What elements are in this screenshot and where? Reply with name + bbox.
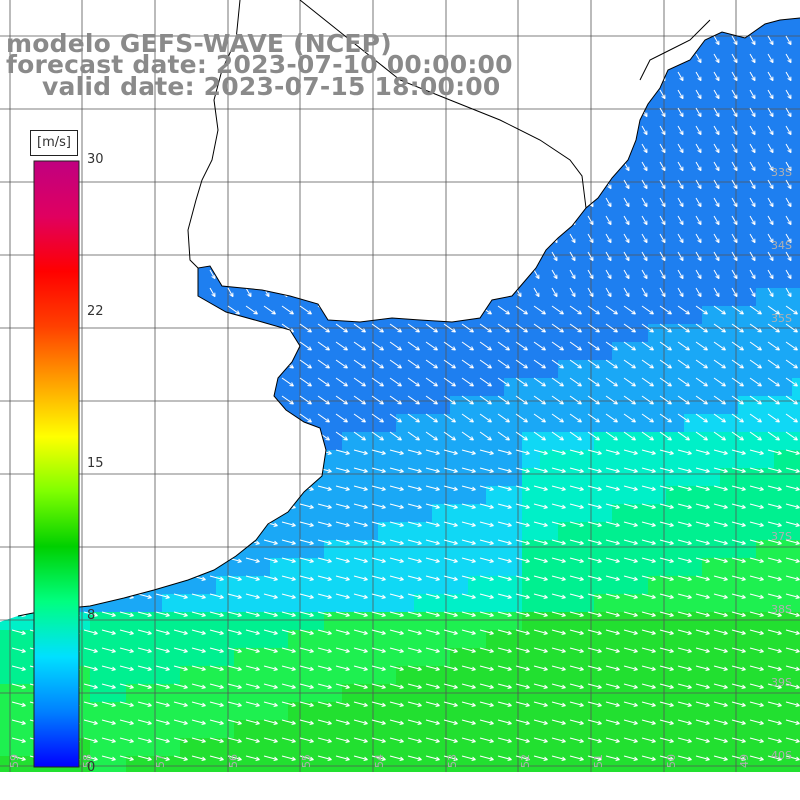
bottom-margin	[0, 772, 800, 800]
lon-label-58: 58	[81, 754, 94, 768]
latitude-labels: 33S 34S 35S 37S 38S 39S 40S	[771, 166, 792, 762]
colorbar-tick-0: 0	[87, 760, 96, 775]
lon-label-53: 53	[446, 754, 459, 768]
lon-label-51: 51	[592, 754, 605, 768]
lon-label-56: 56	[227, 754, 240, 768]
lat-label-39S: 39S	[771, 676, 792, 689]
coastline	[17, 0, 800, 617]
lon-label-50: 50	[665, 754, 678, 768]
colorbar-tick-30: 30	[87, 152, 104, 167]
forecast-date-label: forecast date: 2023-07-10 00:00:00	[6, 50, 513, 79]
colorbar	[33, 160, 80, 768]
lat-label-38S: 38S	[771, 603, 792, 616]
map-title-model: modelo GEFS-WAVE (NCEP)	[6, 29, 392, 58]
valid-date-label: valid date: 2023-07-15 18:00:00	[42, 72, 501, 101]
colorbar-gradient	[33, 160, 80, 768]
longitude-labels: 595857565554535251504948	[8, 754, 751, 768]
lat-label-34S: 34S	[771, 239, 792, 252]
colorbar-tick-15: 15	[87, 456, 104, 471]
lat-label-40S: 40S	[771, 749, 792, 762]
lat-label-33S: 33S	[771, 166, 792, 179]
colorbar-tick-22: 22	[87, 304, 104, 319]
lon-label-54: 54	[373, 754, 386, 768]
lat-lon-grid	[0, 0, 800, 772]
colorbar-tick-8: 8	[87, 608, 96, 623]
lon-label-52: 52	[519, 754, 532, 768]
lat-label-35S: 35S	[771, 312, 792, 325]
lon-label-59: 59	[8, 754, 21, 768]
lon-label-49: 49	[738, 754, 751, 768]
lon-label-55: 55	[300, 754, 313, 768]
colorbar-units-label: [m/s]	[30, 130, 78, 156]
lat-label-37S: 37S	[771, 530, 792, 543]
lon-label-57: 57	[154, 754, 167, 768]
